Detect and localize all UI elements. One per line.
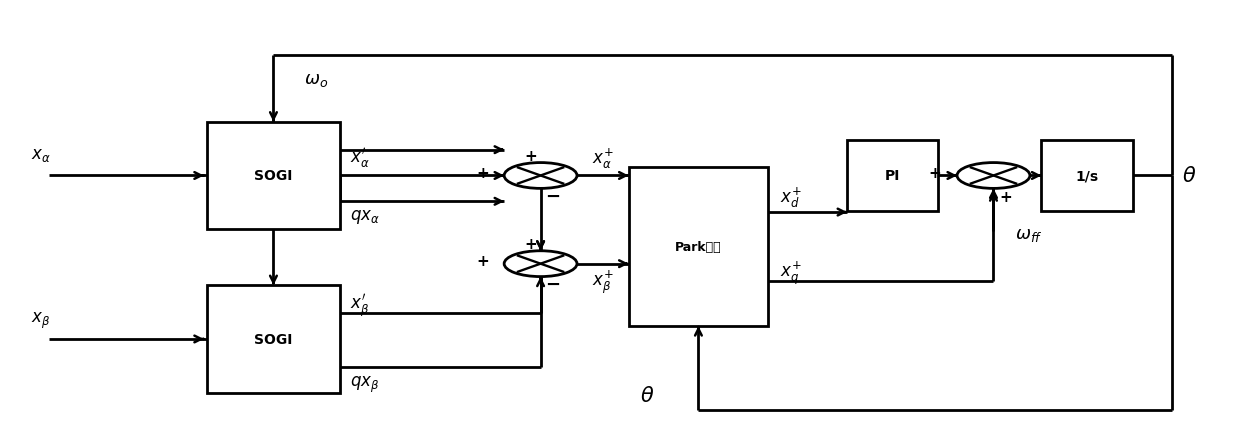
Text: −: −	[545, 276, 560, 293]
Text: +: +	[524, 149, 538, 164]
Text: +: +	[476, 253, 488, 268]
FancyBboxPatch shape	[1042, 141, 1132, 212]
Text: −: −	[545, 188, 560, 206]
Text: $x_{\beta}^{+}$: $x_{\beta}^{+}$	[591, 268, 613, 296]
Text: +: +	[476, 165, 488, 180]
Text: +: +	[929, 165, 942, 180]
FancyBboxPatch shape	[847, 141, 938, 212]
Text: +: +	[524, 237, 538, 252]
Circle shape	[957, 163, 1030, 189]
Text: $x_{q}^{+}$: $x_{q}^{+}$	[781, 259, 802, 286]
Circle shape	[504, 163, 577, 189]
FancyBboxPatch shape	[207, 122, 341, 230]
Text: SOGI: SOGI	[254, 169, 292, 183]
Text: $x_{\beta}$: $x_{\beta}$	[31, 310, 50, 330]
Text: PI: PI	[885, 169, 901, 183]
Text: $x_{\alpha}^{\prime}$: $x_{\alpha}^{\prime}$	[349, 146, 369, 170]
Text: 1/s: 1/s	[1075, 169, 1099, 183]
Text: +: +	[999, 189, 1012, 204]
Text: $\theta$: $\theta$	[641, 385, 654, 406]
Circle shape	[504, 251, 577, 277]
Text: $\omega_o$: $\omega_o$	[304, 71, 328, 89]
Text: $qx_{\beta}$: $qx_{\beta}$	[349, 374, 379, 394]
Text: SOGI: SOGI	[254, 332, 292, 346]
Text: Park变换: Park变换	[675, 240, 722, 254]
Text: $x_{\beta}^{\prime}$: $x_{\beta}^{\prime}$	[349, 293, 369, 320]
Text: $\theta$: $\theta$	[1182, 166, 1196, 186]
FancyBboxPatch shape	[628, 167, 768, 326]
Text: $\omega_{ff}$: $\omega_{ff}$	[1015, 225, 1043, 243]
FancyBboxPatch shape	[207, 286, 341, 393]
Text: $x_{\alpha}$: $x_{\alpha}$	[31, 146, 51, 164]
Text: $qx_{\alpha}$: $qx_{\alpha}$	[349, 208, 380, 226]
Text: $x_{d}^{+}$: $x_{d}^{+}$	[781, 185, 802, 209]
Text: $x_{\alpha}^{+}$: $x_{\alpha}^{+}$	[591, 146, 613, 170]
